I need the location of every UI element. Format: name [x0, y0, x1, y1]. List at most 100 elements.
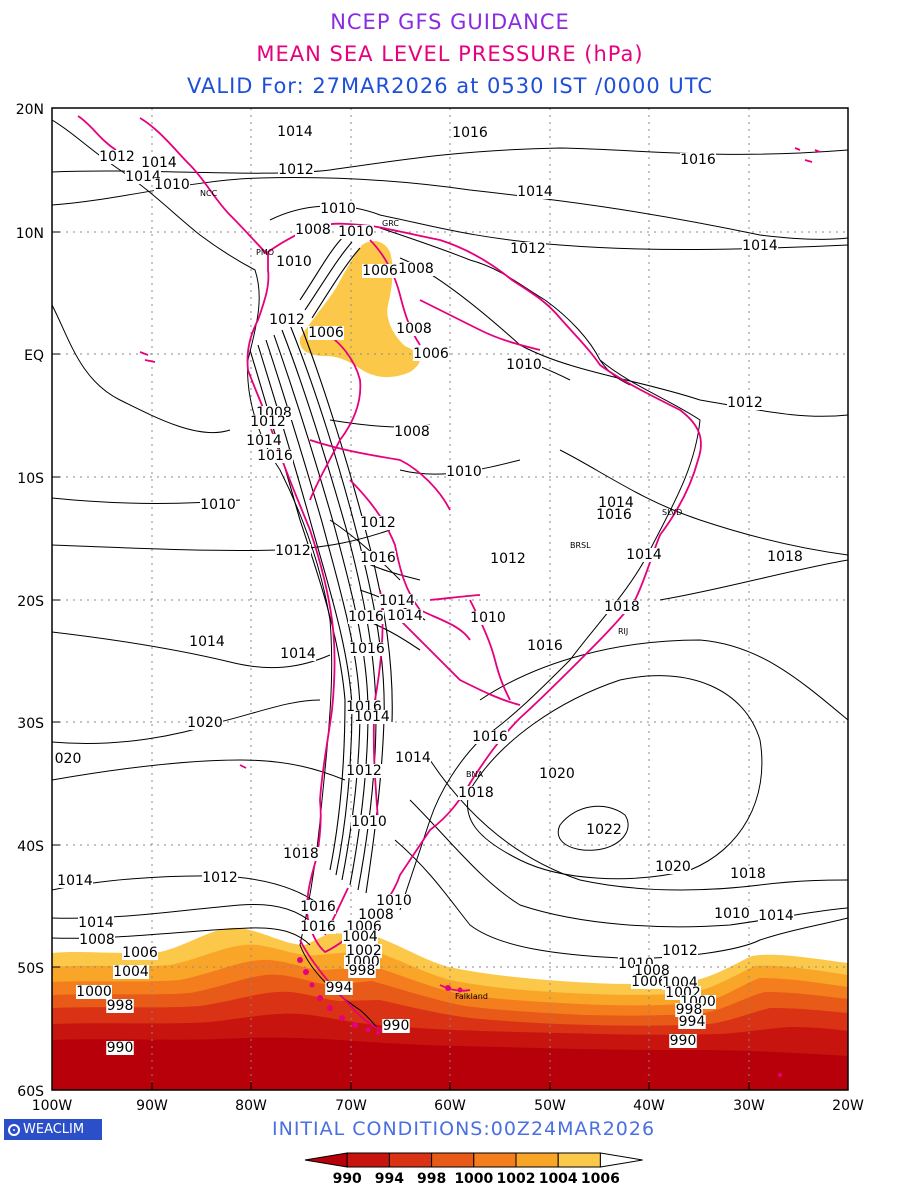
isobar-label-bg [360, 516, 396, 530]
isobar-label-bg [730, 867, 766, 881]
isobar-label: 1014 [141, 155, 177, 171]
isobar-label: 1020 [539, 766, 575, 782]
axis-ticks [51, 107, 849, 1091]
isobar-label-bg [395, 751, 431, 765]
isobar-label-bg [358, 908, 394, 922]
isobar-label-bg [376, 894, 412, 908]
isobar-label-bg [78, 916, 114, 930]
isobar-label-bg [250, 415, 286, 429]
isobar-label: 998 [107, 998, 134, 1014]
isobar-label-bg [379, 594, 415, 608]
lon-label: 40W [633, 1098, 665, 1114]
isobar-label: 1010 [200, 497, 236, 513]
isobar-label: 1016 [452, 125, 488, 141]
isobar-label: 990 [670, 1033, 697, 1049]
isobar-label: 1006 [413, 346, 449, 362]
weaclim-logo[interactable]: WEACLIM [4, 1119, 102, 1140]
isobar-label: 1012 [278, 162, 314, 178]
isobar-label: 1014 [387, 608, 423, 624]
isobar-label: 1008 [398, 261, 434, 277]
isobar-label-bg [300, 900, 336, 914]
isobar-label: 1014 [189, 634, 225, 650]
isobar-label: 1004 [113, 964, 149, 980]
isobar-label-bg [413, 347, 449, 361]
colorbar-label: 990 [333, 1171, 362, 1187]
isobar-label-bg [506, 358, 542, 372]
isobar-label: 1020 [187, 715, 223, 731]
isobar-label-bg [398, 262, 434, 276]
isobar-label-bg [382, 1019, 410, 1033]
isobar-label: 1012 [346, 763, 382, 779]
isobar-label: 1014 [517, 184, 553, 200]
isobar-label-bg [278, 163, 314, 177]
axis-labels: 20N 10N EQ 10S 20S 30S 40S 50S 60S 100W … [16, 102, 864, 1114]
isobar-label: 1010 [320, 201, 356, 217]
place-label: NCC [200, 189, 218, 198]
lon-label: 90W [136, 1098, 168, 1114]
isobar-label: 1012 [99, 149, 135, 165]
colorbar-segment [557, 1152, 601, 1168]
isobar-label: 1014 [125, 169, 161, 185]
isobar-label: 1016 [360, 550, 396, 566]
isobar-label-bg [79, 933, 115, 947]
lat-label: 60S [17, 1084, 44, 1100]
lat-label: 40S [17, 839, 44, 855]
lon-label: 20W [832, 1098, 864, 1114]
coastlines [52, 119, 701, 1031]
isobar-label-bg [742, 239, 778, 253]
colorbar-label: 1000 [454, 1171, 493, 1187]
isobar-label: 1016 [596, 507, 632, 523]
isobar-label-bg [283, 847, 319, 861]
isobar-label-bg [586, 823, 622, 837]
isobar-label-bg [338, 225, 374, 239]
lon-label: 30W [733, 1098, 765, 1114]
isobar-label: 1012 [727, 395, 763, 411]
isobar-label-bg [141, 156, 177, 170]
isobar-label-bg [349, 642, 385, 656]
isobar-label: 1014 [354, 709, 390, 725]
land-borders [77, 115, 821, 1033]
isobar-label: 1014 [57, 873, 93, 889]
colorbar-label: 1002 [497, 1171, 536, 1187]
place-label: Falkland [455, 992, 488, 1001]
isobar-label-bg [634, 964, 670, 978]
isobar-label-bg [348, 964, 376, 978]
isobar-label: 1016 [257, 448, 293, 464]
isobar-label: 1000 [76, 984, 112, 1000]
colorbar-label: 1004 [539, 1171, 578, 1187]
isobar-label-bg [662, 944, 698, 958]
isobar-label-bg [669, 1034, 697, 1048]
colorbar-label: 1006 [581, 1171, 620, 1187]
isobar-label-bg [360, 551, 396, 565]
isobar-label: 990 [383, 1018, 410, 1034]
isobar-label-bg [655, 860, 691, 874]
isobar-label-bg [758, 909, 794, 923]
colorbar-segment [599, 1152, 643, 1168]
isobar-label-bg [269, 313, 305, 327]
isobar-label: 1010 [446, 464, 482, 480]
isobar-label: 1008 [394, 424, 430, 440]
isobar-label-bg [113, 965, 149, 979]
isobar-label-bg [342, 930, 378, 944]
isobar-label-bg [346, 764, 382, 778]
isobar-label: 1010 [276, 254, 312, 270]
colorbar-segment [473, 1152, 517, 1168]
isobar-label: 1006 [122, 945, 158, 961]
isobar-label-bg [202, 871, 238, 885]
isobar-label: 020 [55, 751, 82, 767]
isobar-label-bg [675, 1003, 703, 1017]
isobar-label-bg [626, 548, 662, 562]
isobar-label: 1012 [360, 515, 396, 531]
isobar-label: 1016 [527, 638, 563, 654]
isobar-label-bg [714, 907, 750, 921]
isobar-label-bg [517, 185, 553, 199]
isobar-label: 998 [349, 963, 376, 979]
colorbar-segment [346, 1152, 390, 1168]
colorbar-segment [388, 1152, 433, 1168]
isobar-label: 1018 [767, 549, 803, 565]
isobar-label: 994 [679, 1014, 706, 1030]
isobar-label: 1010 [376, 893, 412, 909]
isobar-label-bg [527, 639, 563, 653]
isobar-label: 1012 [275, 543, 311, 559]
